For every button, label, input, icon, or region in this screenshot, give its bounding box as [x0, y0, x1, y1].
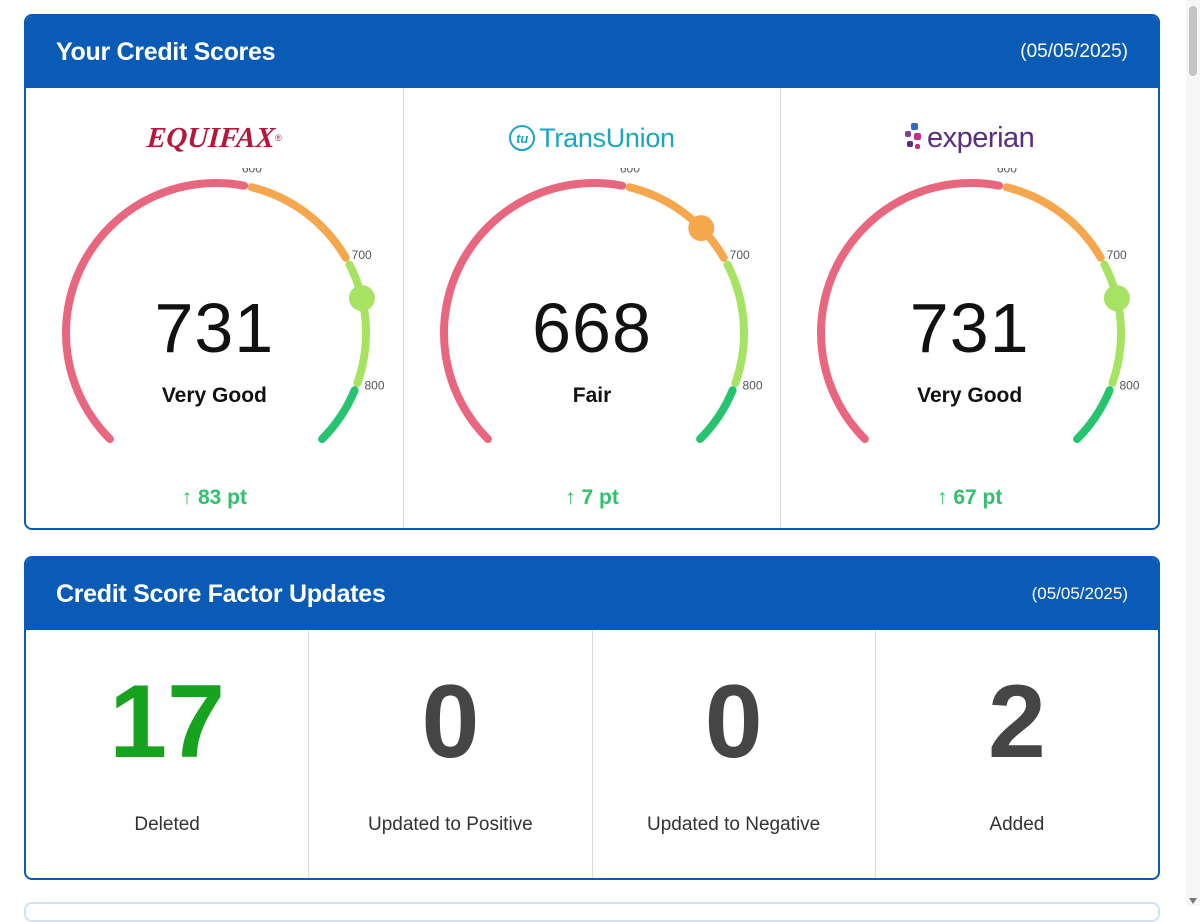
gauge-tick-label: 600 — [242, 168, 262, 175]
transunion-logo-text: TransUnion — [539, 122, 675, 153]
transunion-logo: tu TransUnion — [404, 118, 781, 158]
gauge-tick-label: 700 — [729, 248, 749, 262]
gauge-segment-fair — [247, 183, 350, 262]
gauge-tick-label: 700 — [1107, 248, 1127, 262]
gauge-segment-fair — [625, 183, 728, 262]
gauge-indicator — [348, 285, 375, 312]
experian-dots-icon — [905, 123, 923, 153]
gauge-tick-label: 700 — [352, 248, 372, 262]
page-scrollbar[interactable] — [1186, 0, 1200, 906]
equifax-logo: EQUIFAX ® — [145, 121, 282, 154]
transunion-score: 668 — [532, 289, 652, 367]
factor-deleted-count: 17 — [109, 664, 225, 780]
gauge-tick-label: 800 — [1120, 378, 1140, 392]
experian-score: 731 — [909, 289, 1030, 367]
equifax-score-change: ↑ 83 pt — [181, 486, 248, 509]
gauge-segment-fair — [1002, 183, 1106, 262]
transunion-score-change: ↑ 7 pt — [565, 486, 619, 509]
bureau-transunion[interactable]: tu TransUnion 600 700 800 668 Fair ↑ 7 pt — [404, 88, 782, 528]
factor-deleted-label: Deleted — [134, 814, 200, 835]
bureau-equifax[interactable]: EQUIFAX ® 600 700 800 731 Very Good ↑ 83 pt — [26, 88, 404, 528]
factor-updated-positive-count: 0 — [421, 664, 480, 780]
experian-logo-text: experian — [927, 121, 1035, 154]
bureau-experian[interactable]: experian 600 700 800 731 Very Good ↑ 67 pt — [781, 88, 1158, 528]
gauge-segment-poor — [817, 179, 1004, 444]
factor-updates-date: (05/05/2025) — [1031, 584, 1128, 603]
credit-scores-title: Your Credit Scores — [56, 37, 276, 66]
experian-score-change: ↑ 67 pt — [937, 486, 1003, 509]
gauge-segment-good — [1100, 260, 1126, 387]
gauge-indicator — [687, 215, 714, 242]
experian-score-gauge: 600 700 800 — [817, 168, 1140, 444]
transunion-score-gauge: 600 700 800 — [439, 168, 763, 444]
equifax-score-gauge: 600 700 800 — [62, 168, 385, 444]
credit-scores-card: Your Credit Scores (05/05/2025) EQUIFAX ®… — [24, 14, 1160, 530]
gauge-tick-label: 600 — [620, 168, 640, 175]
gauge-indicator — [1104, 285, 1131, 312]
credit-scores-header: Your Credit Scores (05/05/2025) — [26, 16, 1158, 88]
factor-added-count: 2 — [987, 664, 1046, 780]
factor-updates-card: Credit Score Factor Updates (05/05/2025)… — [24, 556, 1160, 880]
gauge-segment-excellent — [318, 386, 359, 444]
gauge-segment-excellent — [695, 386, 737, 444]
experian-rating: Very Good — [917, 384, 1023, 407]
scroll-down-arrow-icon[interactable] — [1189, 898, 1197, 904]
gauge-tick-label: 600 — [997, 168, 1017, 175]
factor-updates-title: Credit Score Factor Updates — [56, 579, 386, 608]
factor-updated-negative-count: 0 — [704, 664, 763, 780]
scrollbar-thumb[interactable] — [1189, 6, 1197, 76]
gauge-segment-excellent — [1073, 386, 1115, 444]
credit-scores-date: (05/05/2025) — [1020, 41, 1128, 62]
factor-added[interactable]: 2 Added — [876, 630, 1158, 878]
equifax-rating: Very Good — [161, 384, 267, 407]
gauge-segment-good — [723, 260, 748, 387]
factor-updates-header: Credit Score Factor Updates (05/05/2025) — [26, 558, 1158, 630]
gauge-tick-label: 800 — [742, 378, 762, 392]
equifax-score: 731 — [154, 289, 275, 367]
factor-updated-positive-label: Updated to Positive — [367, 814, 533, 835]
gauge-segment-poor — [439, 179, 626, 444]
factor-updated-positive[interactable]: 0 Updated to Positive — [309, 630, 593, 878]
factor-updated-negative-label: Updated to Negative — [647, 814, 821, 835]
transunion-badge-icon: tu — [509, 125, 536, 151]
experian-logo: experian — [781, 118, 1158, 158]
factor-added-label: Added — [989, 814, 1045, 835]
next-card-edge — [24, 902, 1160, 922]
gauge-segment-good — [345, 260, 370, 387]
factor-deleted[interactable]: 17 Deleted — [26, 630, 310, 878]
transunion-rating: Fair — [572, 384, 612, 407]
factor-updated-negative[interactable]: 0 Updated to Negative — [593, 630, 876, 878]
gauge-segment-poor — [62, 179, 249, 444]
gauge-tick-label: 800 — [364, 378, 384, 392]
equifax-logo-text: EQUIFAX — [145, 121, 277, 154]
